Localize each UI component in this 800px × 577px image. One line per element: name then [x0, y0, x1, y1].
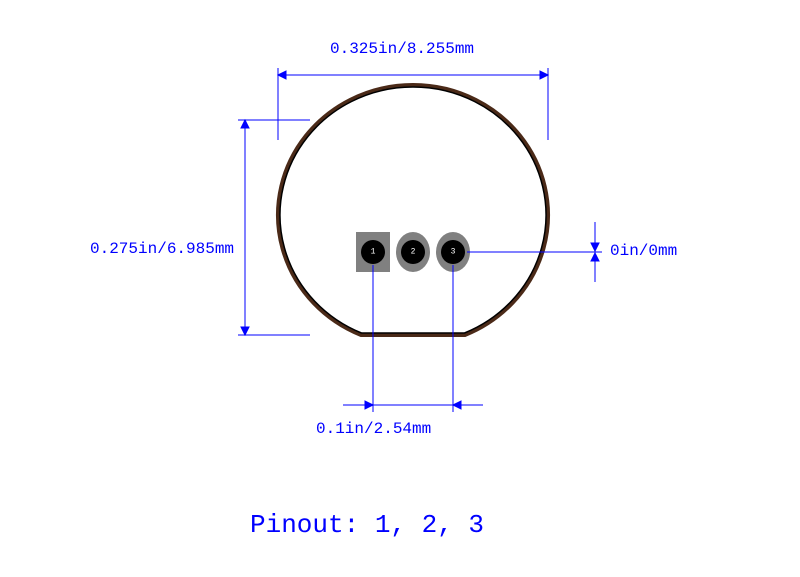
pinout-text: Pinout: 1, 2, 3	[250, 510, 484, 540]
diagram-canvas: 1 2 3	[0, 0, 800, 577]
zero-dimension-label: 0in/0mm	[610, 242, 677, 260]
height-dimension-label: 0.275in/6.985mm	[90, 240, 234, 258]
width-dimension-label: 0.325in/8.255mm	[330, 40, 474, 58]
pin-3-number: 3	[451, 248, 456, 257]
pin-1-number: 1	[371, 248, 376, 257]
component-outline	[278, 85, 548, 335]
pin-2-number: 2	[411, 248, 416, 257]
pitch-dimension-label: 0.1in/2.54mm	[316, 420, 431, 438]
